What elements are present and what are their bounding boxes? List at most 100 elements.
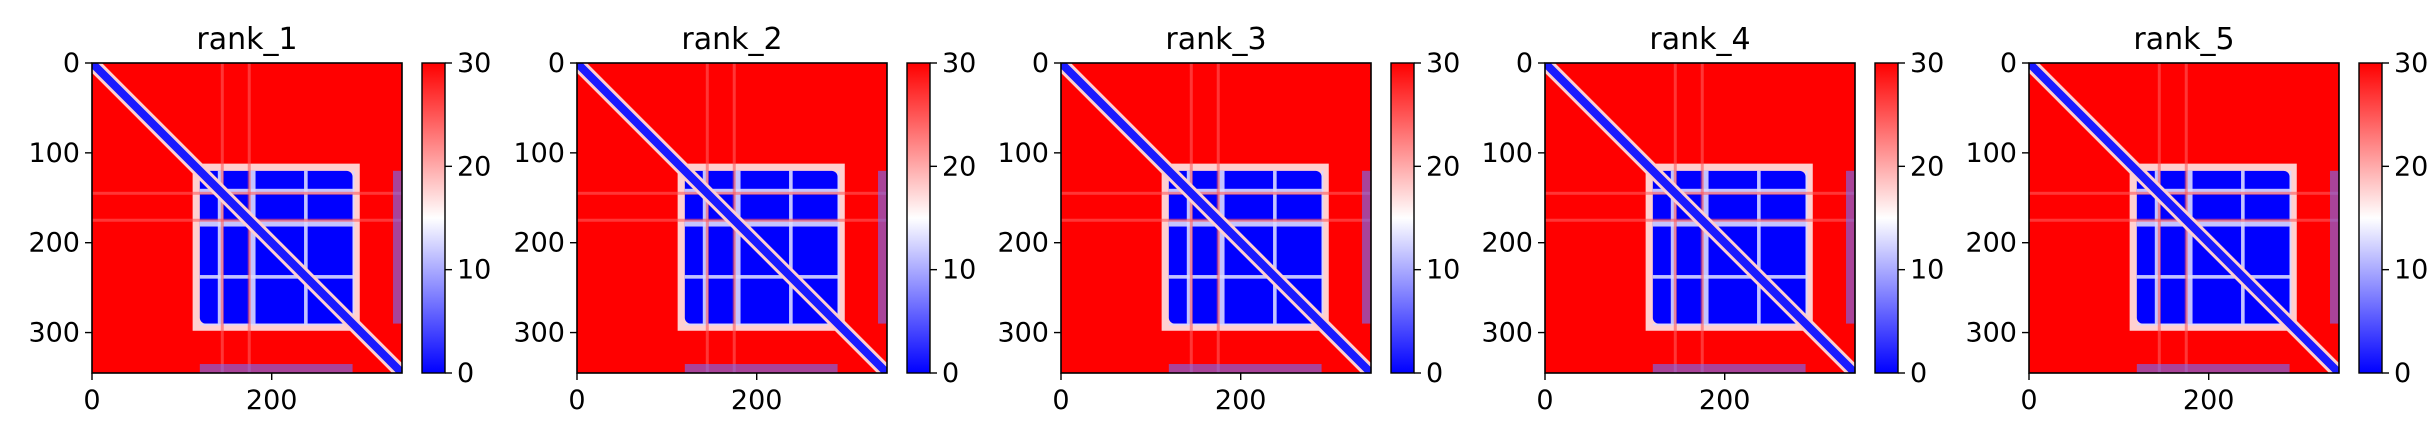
heatmap-image bbox=[92, 63, 402, 373]
colorbar-tick-label: 30 bbox=[942, 48, 976, 79]
heatmap-band-h bbox=[199, 220, 353, 227]
heatmap-band-v bbox=[1186, 170, 1193, 324]
heatmap-band-v bbox=[1805, 170, 1808, 324]
heatmap-diagonal bbox=[2029, 63, 2339, 373]
heatmap-stripe bbox=[2157, 63, 2161, 373]
heatmap-band-h bbox=[199, 275, 353, 279]
heatmap-edge-patch bbox=[2330, 170, 2339, 324]
heatmap-band-h bbox=[1652, 188, 1806, 195]
x-tick-label: 200 bbox=[731, 385, 783, 416]
heatmap-edge-patch bbox=[684, 364, 838, 373]
colorbar-tick-label: 0 bbox=[457, 358, 474, 389]
heatmap-band-h bbox=[684, 323, 838, 326]
heatmap-band-h bbox=[199, 188, 353, 195]
colorbar-tick-label: 20 bbox=[1910, 151, 1944, 182]
y-tick-label: 300 bbox=[1481, 318, 1533, 349]
colorbar bbox=[2358, 62, 2383, 374]
axes-frame bbox=[576, 62, 888, 374]
x-tick-label: 0 bbox=[1536, 385, 1553, 416]
heatmap-band-h bbox=[2136, 188, 2290, 195]
heatmap-band-h bbox=[199, 323, 353, 326]
colorbar-tick-label: 30 bbox=[2394, 48, 2428, 79]
heatmap-image bbox=[1545, 63, 1855, 373]
colorbar-tick-label: 0 bbox=[1426, 358, 1443, 389]
colorbar-tick-label: 0 bbox=[1910, 358, 1927, 389]
heatmap-band-h bbox=[1652, 220, 1806, 227]
heatmap-band-v bbox=[1757, 170, 1761, 324]
colorbar-tick-label: 0 bbox=[942, 358, 959, 389]
x-tick-label: 200 bbox=[1215, 385, 1267, 416]
heatmap-band-v bbox=[1273, 170, 1277, 324]
y-tick-label: 0 bbox=[2000, 48, 2017, 79]
y-tick-label: 200 bbox=[997, 228, 1049, 259]
x-tick-label: 0 bbox=[83, 385, 100, 416]
y-tick-label: 100 bbox=[1965, 138, 2017, 169]
colorbar-tick-label: 10 bbox=[1910, 255, 1944, 286]
heatmap-diagonal bbox=[1061, 63, 1371, 373]
y-tick-label: 200 bbox=[1481, 228, 1533, 259]
heatmap-band-v bbox=[2289, 170, 2292, 324]
heatmap-image bbox=[1061, 63, 1371, 373]
y-tick-label: 200 bbox=[1965, 228, 2017, 259]
y-tick-label: 100 bbox=[513, 138, 565, 169]
x-tick-label: 0 bbox=[2020, 385, 2037, 416]
heatmap-band-v bbox=[2186, 170, 2193, 324]
colorbar-tick-label: 30 bbox=[1426, 48, 1460, 79]
heatmap-edge-patch bbox=[393, 170, 402, 324]
heatmap-band-v bbox=[1218, 170, 1225, 324]
heatmap-edge-patch bbox=[2136, 364, 2290, 373]
colorbar bbox=[421, 62, 446, 374]
heatmap-band-h bbox=[2136, 323, 2290, 326]
colorbar-tick-label: 10 bbox=[1426, 255, 1460, 286]
heatmap-stripe bbox=[1189, 63, 1193, 373]
colorbar-tick-label: 30 bbox=[1910, 48, 1944, 79]
y-tick-label: 200 bbox=[513, 228, 565, 259]
heatmap-band-v bbox=[2154, 170, 2161, 324]
colorbar-tick-label: 20 bbox=[942, 151, 976, 182]
heatmap-stripe bbox=[577, 191, 887, 195]
axes-frame bbox=[1060, 62, 1372, 374]
panel-title: rank_5 bbox=[2133, 22, 2234, 57]
heatmap-edge-patch bbox=[878, 170, 887, 324]
colorbar-tick-label: 20 bbox=[2394, 151, 2428, 182]
heatmap-panel-1: rank_1 0 100 200 300 0 200 0 10 20 30 bbox=[28, 22, 491, 416]
heatmap-panel-2: rank_2 0 100 200 300 0 200 0 10 20 30 bbox=[513, 22, 976, 416]
heatmap-edge-patch bbox=[199, 364, 353, 373]
heatmap-band-v bbox=[702, 170, 709, 324]
panel-title: rank_4 bbox=[1649, 22, 1750, 57]
heatmap-band-v bbox=[352, 170, 355, 324]
heatmap-band-h bbox=[1168, 188, 1322, 195]
heatmap-band-h bbox=[2136, 275, 2290, 279]
heatmap-diagonal bbox=[577, 63, 887, 373]
colorbar-tick-label: 10 bbox=[457, 255, 491, 286]
heatmap-edge-patch bbox=[1846, 170, 1855, 324]
y-tick-label: 100 bbox=[997, 138, 1049, 169]
colorbar-tick-label: 20 bbox=[457, 151, 491, 182]
colorbar-tick-label: 10 bbox=[942, 255, 976, 286]
heatmap-band-h bbox=[684, 220, 838, 227]
colorbar-tick-label: 10 bbox=[2394, 255, 2428, 286]
panel-title: rank_2 bbox=[681, 22, 782, 57]
heatmap-image bbox=[577, 63, 887, 373]
heatmap-band-v bbox=[2241, 170, 2245, 324]
heatmap-edge-patch bbox=[1362, 170, 1371, 324]
heatmap-band-v bbox=[217, 170, 224, 324]
y-tick-label: 200 bbox=[28, 228, 80, 259]
heatmap-band-v bbox=[249, 170, 256, 324]
y-tick-label: 300 bbox=[997, 318, 1049, 349]
heatmap-edge-patch bbox=[1168, 364, 1322, 373]
heatmap-edge-patch bbox=[1652, 364, 1806, 373]
heatmap-band-h bbox=[1168, 220, 1322, 227]
colorbar-tick-label: 0 bbox=[2394, 358, 2411, 389]
heatmap-stripe bbox=[1061, 191, 1371, 195]
x-tick-label: 0 bbox=[568, 385, 585, 416]
heatmap-band-h bbox=[1168, 275, 1322, 279]
heatmap-band-v bbox=[1670, 170, 1677, 324]
heatmap-panel-5: rank_5 0 100 200 300 0 200 0 10 20 30 bbox=[1965, 22, 2428, 416]
colorbar bbox=[1874, 62, 1899, 374]
y-tick-label: 0 bbox=[1516, 48, 1533, 79]
heatmap-band-h bbox=[1652, 275, 1806, 279]
y-tick-label: 300 bbox=[1965, 318, 2017, 349]
colorbar-tick-label: 30 bbox=[457, 48, 491, 79]
